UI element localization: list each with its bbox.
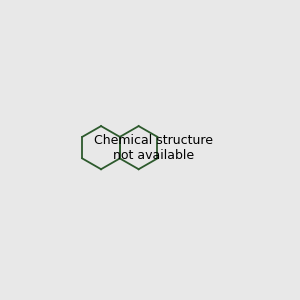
Text: Chemical structure
not available: Chemical structure not available [94,134,213,162]
